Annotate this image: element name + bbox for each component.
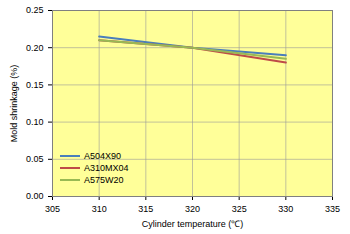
- html-text:A575W20: A575W20: [84, 175, 124, 185]
- svg-text:305: 305: [45, 204, 60, 214]
- svg-text:315: 315: [138, 204, 153, 214]
- svg-text:0.15: 0.15: [26, 80, 44, 90]
- svg-text:335: 335: [325, 204, 340, 214]
- svg-text:0.20: 0.20: [26, 43, 44, 53]
- html-text:A310MX04: A310MX04: [84, 163, 129, 173]
- svg-text:Mold shrinkage (%): Mold shrinkage (%): [9, 65, 19, 143]
- svg-text:0.05: 0.05: [26, 154, 44, 164]
- svg-text:Cylinder temperature (℃): Cylinder temperature (℃): [142, 219, 244, 229]
- svg-text:325: 325: [232, 204, 247, 214]
- html-text:A504X90: A504X90: [84, 151, 121, 161]
- svg-text:310: 310: [92, 204, 107, 214]
- svg-text:0.25: 0.25: [26, 5, 44, 15]
- svg-text:320: 320: [185, 204, 200, 214]
- svg-text:0.00: 0.00: [26, 191, 44, 201]
- svg-text:330: 330: [278, 204, 293, 214]
- svg-text:0.10: 0.10: [26, 117, 44, 127]
